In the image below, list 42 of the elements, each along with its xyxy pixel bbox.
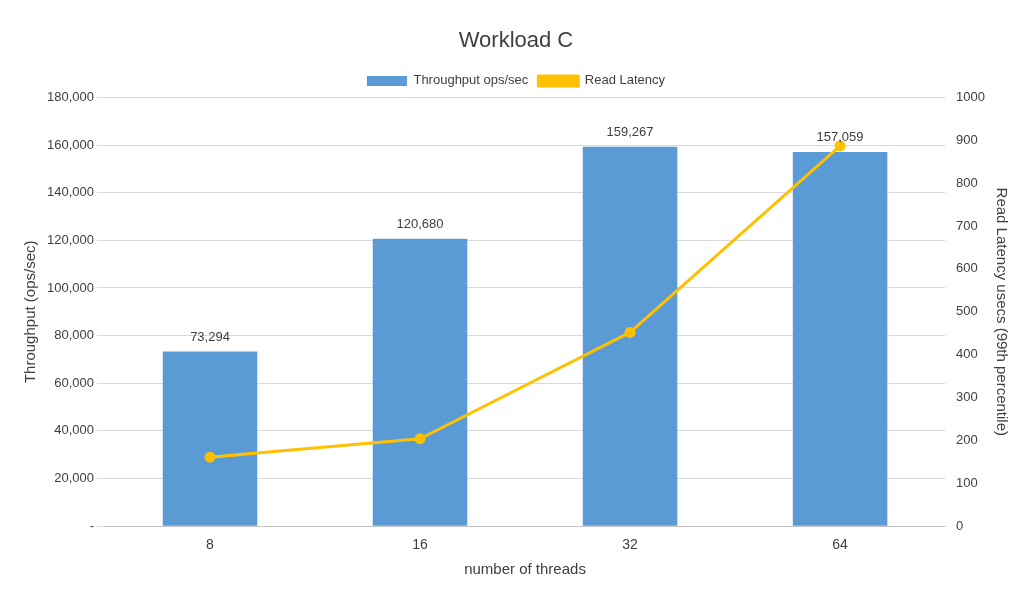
y-tick-label: 40,000 [54,422,94,438]
point [624,326,636,338]
y-tick-label: 180,000 [46,88,94,104]
y2-tick-label: 1000 [956,88,985,104]
y-tick-label: 120,000 [46,231,94,247]
y-tick-label: 60,000 [54,374,94,390]
y2-tick-label: 200 [956,432,978,448]
y2-tick-label: 400 [956,346,978,362]
x-axis-title: number of threads [464,560,586,578]
legend-label: Read Latency [584,72,666,88]
x-tick-label: 64 [832,536,849,553]
y2-tick-label: 600 [956,260,978,276]
y-tick-label: 100,000 [46,279,94,295]
x-tick-label: 16 [412,536,429,553]
y-tick-label: 80,000 [54,327,94,343]
y-tick-label: 20,000 [54,470,94,486]
y-tick-label: 160,000 [46,136,94,152]
y2-tick-label: 0 [956,517,964,533]
data-label: 73,294 [190,328,230,344]
bar [582,146,678,526]
y2-tick-label: 700 [956,217,978,233]
y-tick-label: 140,000 [46,184,94,200]
x-tick-label: 32 [622,536,639,553]
data-label: 159,267 [606,123,654,139]
y2-tick-label: 500 [956,303,978,319]
point [204,451,216,463]
y2-tick-label: 300 [956,389,978,405]
y2-tick-label: 900 [956,131,978,147]
point [414,433,426,445]
y-tick-label: - [89,517,94,533]
legend-label: Throughput ops/sec [413,72,529,88]
bar [372,238,468,526]
y2-axis-title: Read Latency usecs (99th percentile) [993,187,1011,437]
data-label: 120,680 [396,215,444,231]
bar [162,351,258,526]
y2-tick-label: 800 [956,174,978,190]
chart-title: Workload C [458,27,574,53]
x-tick-label: 8 [206,536,215,553]
y-axis-title: Throughput (ops/sec) [21,240,39,384]
bar [792,152,888,526]
data-label: 157,059 [816,129,864,145]
y2-tick-label: 100 [956,474,978,490]
